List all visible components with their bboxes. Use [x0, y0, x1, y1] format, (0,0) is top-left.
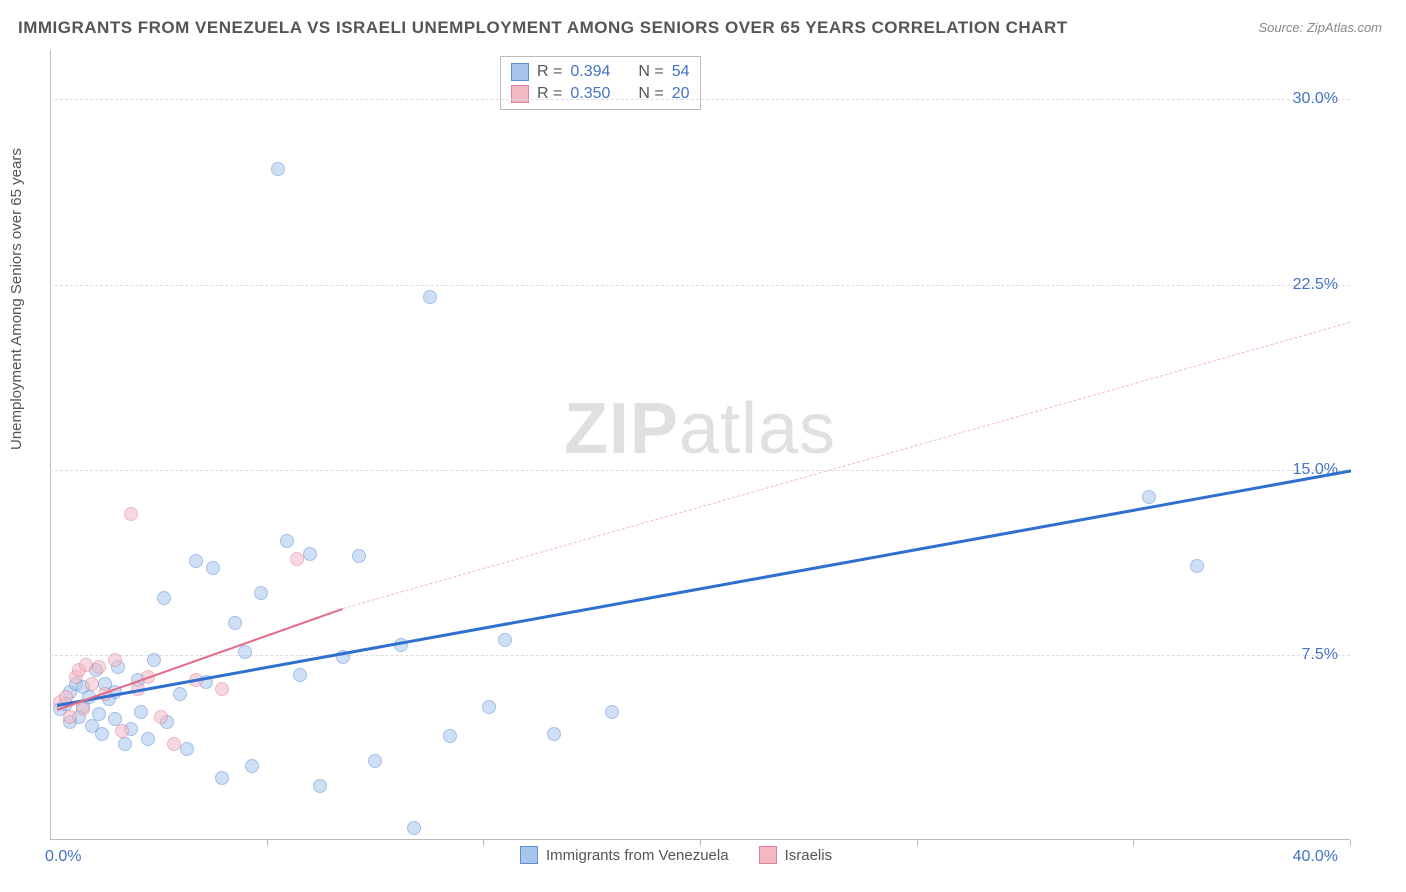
chart-title: IMMIGRANTS FROM VENEZUELA VS ISRAELI UNE…	[18, 18, 1068, 38]
data-point	[498, 633, 512, 647]
gridline-h	[50, 99, 1350, 100]
gridline-h	[50, 285, 1350, 286]
data-point	[547, 727, 561, 741]
x-tick-mark	[1350, 840, 1351, 846]
data-point	[63, 710, 77, 724]
data-point	[167, 737, 181, 751]
watermark-atlas: atlas	[679, 389, 836, 469]
data-point	[189, 554, 203, 568]
data-point	[85, 677, 99, 691]
data-point	[290, 552, 304, 566]
x-tick-mark	[917, 840, 918, 846]
y-tick-label: 7.5%	[1302, 646, 1338, 664]
y-tick-label: 30.0%	[1293, 90, 1338, 108]
legend-label: Immigrants from Venezuela	[546, 847, 729, 864]
legend-swatch	[759, 846, 777, 864]
data-point	[254, 586, 268, 600]
data-point	[368, 754, 382, 768]
data-point	[407, 821, 421, 835]
data-point	[157, 591, 171, 605]
y-axis-line	[50, 50, 51, 840]
data-point	[154, 710, 168, 724]
stats-row: R =0.350N =20	[511, 83, 690, 105]
data-point	[423, 290, 437, 304]
data-point	[1190, 559, 1204, 573]
legend-swatch	[511, 63, 529, 81]
data-point	[118, 737, 132, 751]
data-point	[147, 653, 161, 667]
x-axis-legend: Immigrants from Venezuela Israelis	[520, 846, 832, 864]
data-point	[180, 742, 194, 756]
data-point	[79, 658, 93, 672]
x-tick-max: 40.0%	[1293, 848, 1338, 866]
data-point	[76, 702, 90, 716]
data-point	[238, 645, 252, 659]
source-attribution: Source: ZipAtlas.com	[1258, 20, 1382, 35]
x-tick-origin: 0.0%	[45, 848, 81, 866]
legend-swatch	[520, 846, 538, 864]
data-point	[92, 707, 106, 721]
x-tick-mark	[483, 840, 484, 846]
plot-area: ZIPatlas R =0.394N =54R =0.350N =20 0.0%…	[50, 50, 1350, 840]
data-point	[443, 729, 457, 743]
data-point	[352, 549, 366, 563]
x-tick-mark	[700, 840, 701, 846]
watermark: ZIPatlas	[564, 388, 836, 470]
data-point	[92, 660, 106, 674]
legend-label: Israelis	[785, 847, 833, 864]
y-tick-label: 22.5%	[1293, 276, 1338, 294]
data-point	[95, 727, 109, 741]
stats-row: R = 0.394 N = 54	[511, 61, 690, 83]
n-label: N =	[638, 63, 663, 81]
y-axis-label: Unemployment Among Seniors over 65 years	[8, 148, 25, 450]
data-point	[215, 771, 229, 785]
data-point	[271, 162, 285, 176]
data-point	[293, 668, 307, 682]
x-tick-mark	[1133, 840, 1134, 846]
data-point	[215, 682, 229, 696]
data-point	[206, 561, 220, 575]
x-tick-mark	[267, 840, 268, 846]
watermark-zip: ZIP	[564, 389, 679, 469]
data-point	[313, 779, 327, 793]
legend-item: Immigrants from Venezuela	[520, 846, 729, 864]
data-point	[173, 687, 187, 701]
n-value: 54	[672, 63, 690, 81]
data-point	[482, 700, 496, 714]
gridline-h	[50, 470, 1350, 471]
data-point	[245, 759, 259, 773]
data-point	[280, 534, 294, 548]
data-point	[228, 616, 242, 630]
data-point	[108, 653, 122, 667]
data-point	[115, 724, 129, 738]
r-value: 0.394	[570, 63, 610, 81]
data-point	[141, 732, 155, 746]
legend-item: Israelis	[759, 846, 833, 864]
data-point	[1142, 490, 1156, 504]
stats-legend-box: R = 0.394 N = 54 R =0.350N =20	[500, 56, 701, 110]
r-label: R =	[537, 63, 562, 81]
data-point	[605, 705, 619, 719]
data-point	[134, 705, 148, 719]
data-point	[124, 507, 138, 521]
data-point	[303, 547, 317, 561]
